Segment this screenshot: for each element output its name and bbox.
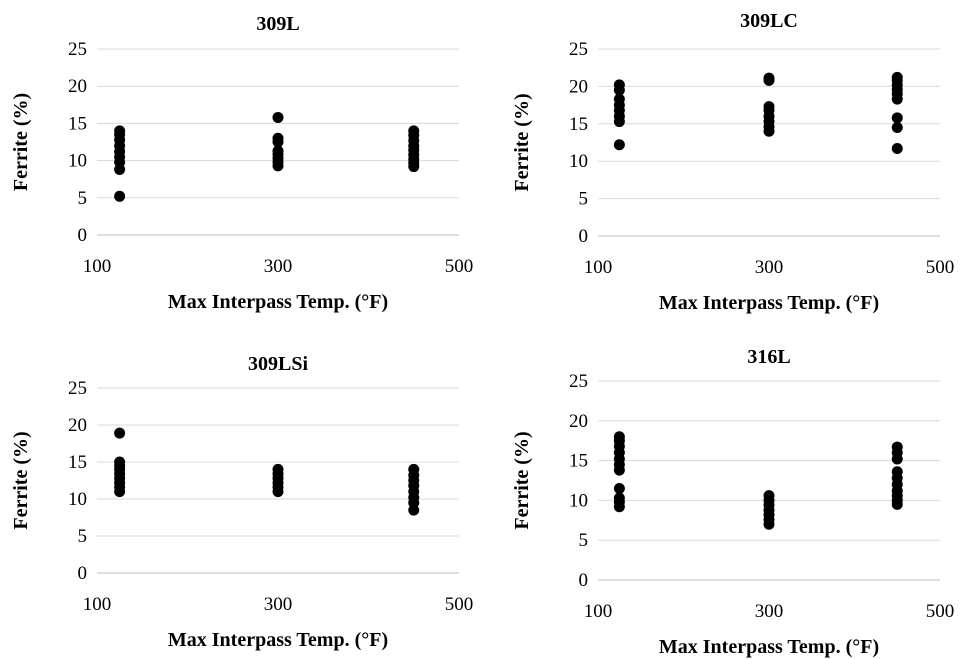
- y-tick-label: 20: [68, 415, 87, 436]
- data-point: [272, 463, 284, 475]
- data-point: [891, 122, 903, 134]
- data-point: [613, 431, 625, 443]
- x-tick-label: 500: [926, 601, 955, 622]
- data-point: [891, 466, 903, 478]
- x-tick-label: 100: [584, 601, 613, 622]
- x-axis-label: Max Interpass Temp. (°F): [168, 629, 388, 651]
- x-tick-label: 500: [445, 594, 474, 615]
- x-tick-label: 500: [445, 256, 474, 277]
- data-point: [613, 482, 625, 494]
- chart-title: 309L: [256, 13, 299, 35]
- y-tick-label: 5: [78, 526, 88, 547]
- y-tick-label: 15: [569, 451, 588, 472]
- x-axis-label: Max Interpass Temp. (°F): [168, 291, 388, 313]
- y-tick-label: 25: [68, 39, 87, 60]
- data-point: [272, 145, 284, 157]
- x-axis-label: Max Interpass Temp. (°F): [659, 292, 879, 314]
- x-tick-label: 300: [264, 594, 293, 615]
- y-tick-label: 0: [579, 570, 589, 591]
- y-tick-label: 0: [78, 563, 88, 584]
- y-tick-label: 25: [569, 371, 588, 392]
- data-point: [763, 101, 775, 113]
- chart-panel-2: 309LSi 0 5 10 15 20 25 100 300 500 Max Interpass T…: [10, 353, 473, 651]
- y-tick-label: 10: [68, 151, 87, 172]
- y-axis-label: Ferrite (%): [511, 431, 533, 529]
- data-point: [408, 125, 420, 137]
- chart-panel-1: 309LC 0 5 10 15 20 25 100 300 500 Max Interpass Te…: [511, 10, 954, 314]
- y-tick-label: 10: [68, 489, 87, 510]
- y-tick-label: 5: [78, 188, 88, 209]
- y-tick-label: 15: [68, 113, 87, 134]
- data-point: [891, 71, 903, 83]
- y-axis-label: Ferrite (%): [511, 93, 533, 191]
- y-tick-label: 25: [569, 39, 588, 60]
- data-point: [613, 492, 625, 504]
- chart-title: 309LSi: [248, 353, 308, 375]
- y-tick-label: 0: [579, 226, 589, 247]
- x-tick-label: 100: [83, 594, 112, 615]
- y-axis-label: Ferrite (%): [10, 93, 32, 191]
- y-tick-label: 10: [569, 490, 588, 511]
- data-point: [613, 79, 625, 91]
- x-tick-label: 100: [584, 257, 613, 278]
- chart-title: 316L: [747, 346, 790, 368]
- data-point: [114, 190, 126, 202]
- x-tick-label: 500: [926, 257, 955, 278]
- y-tick-label: 25: [68, 378, 87, 399]
- chart-panel-3: 316L 0 5 10 15 20 25 100 300 500 Max Interpass Tem…: [511, 346, 954, 658]
- y-tick-label: 5: [579, 189, 589, 210]
- data-point: [613, 139, 625, 151]
- data-point: [891, 142, 903, 154]
- data-point: [114, 125, 126, 137]
- chart-panel-0: 309L 0 5 10 15 20 25 100 300 500 Max Interpass Tem…: [10, 13, 473, 313]
- x-tick-label: 100: [83, 256, 112, 277]
- data-point: [613, 93, 625, 105]
- y-tick-label: 20: [569, 76, 588, 97]
- x-axis-label: Max Interpass Temp. (°F): [659, 636, 879, 658]
- data-point: [891, 112, 903, 124]
- data-point: [272, 132, 284, 144]
- y-tick-label: 15: [68, 452, 87, 473]
- y-axis-label: Ferrite (%): [10, 431, 32, 529]
- x-tick-label: 300: [755, 257, 784, 278]
- data-point: [763, 490, 775, 502]
- data-point: [408, 463, 420, 475]
- y-tick-label: 5: [579, 530, 589, 551]
- data-point: [114, 456, 126, 468]
- y-tick-label: 10: [569, 151, 588, 172]
- y-tick-label: 20: [68, 76, 87, 97]
- chart-title: 309LC: [740, 10, 798, 32]
- y-tick-label: 15: [569, 114, 588, 135]
- data-point: [763, 72, 775, 84]
- data-point: [272, 111, 284, 123]
- y-tick-label: 0: [78, 225, 88, 246]
- y-tick-label: 20: [569, 411, 588, 432]
- x-tick-label: 300: [755, 601, 784, 622]
- data-point: [891, 441, 903, 453]
- x-tick-label: 300: [264, 256, 293, 277]
- data-point: [114, 427, 126, 439]
